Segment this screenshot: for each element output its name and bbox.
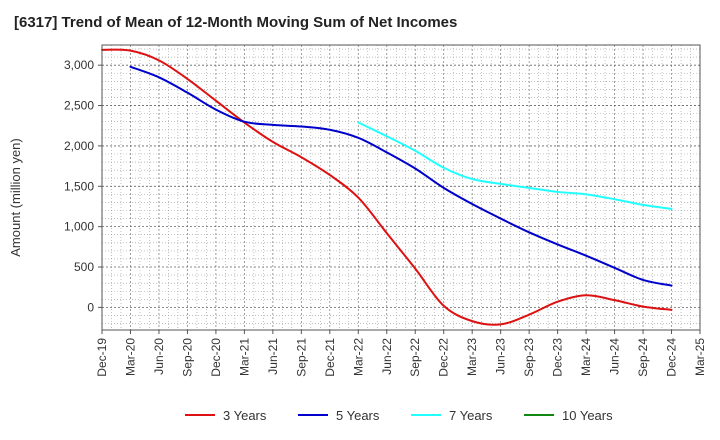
x-tick-label: Jun-23 <box>494 338 508 375</box>
x-axis-ticks: Dec-19 Mar-20 Jun-20 Sep-20 Dec-20 Mar-21 Jun-… <box>95 330 707 377</box>
series-line-7-years <box>357 121 673 210</box>
x-tick-label: Dec-23 <box>551 338 565 377</box>
plot-frame <box>101 44 701 331</box>
series-line-5-years <box>129 65 673 287</box>
x-tick-label: Jun-22 <box>380 338 394 375</box>
y-tick-label: 1,500 <box>64 179 94 193</box>
legend-label-10-years: 10 Years <box>562 408 613 423</box>
y-tick-label: 2,500 <box>64 99 94 113</box>
series-lines <box>101 48 673 326</box>
x-tick-label: Mar-24 <box>579 338 593 376</box>
x-tick-label: Dec-19 <box>95 338 109 377</box>
x-tick-label: Mar-23 <box>465 338 479 376</box>
y-axis-ticks: 0 500 1,000 1,500 2,000 2,500 3,000 <box>64 58 102 314</box>
plot-area <box>102 45 700 330</box>
legend-label-7-years: 7 Years <box>449 408 493 423</box>
y-tick-label: 2,000 <box>64 139 94 153</box>
x-tick-label: Sep-23 <box>522 338 536 377</box>
x-tick-label: Mar-20 <box>123 338 137 376</box>
x-tick-label: Jun-20 <box>152 338 166 375</box>
x-tick-label: Mar-25 <box>693 338 707 376</box>
x-tick-label: Sep-22 <box>408 338 422 377</box>
x-tick-label: Dec-21 <box>323 338 337 377</box>
y-tick-label: 1,000 <box>64 220 94 234</box>
legend-label-3-years: 3 Years <box>223 408 267 423</box>
x-tick-label: Sep-20 <box>180 338 194 377</box>
x-tick-label: Dec-24 <box>665 338 679 377</box>
x-tick-label: Sep-24 <box>636 338 650 377</box>
y-tick-label: 500 <box>74 260 94 274</box>
x-tick-label: Dec-20 <box>209 338 223 377</box>
x-tick-label: Mar-22 <box>351 338 365 376</box>
x-tick-label: Sep-21 <box>294 338 308 377</box>
x-tick-label: Dec-22 <box>437 338 451 377</box>
x-tick-label: Mar-21 <box>237 338 251 376</box>
y-tick-label: 0 <box>87 300 94 314</box>
y-tick-label: 3,000 <box>64 58 94 72</box>
legend-label-5-years: 5 Years <box>336 408 380 423</box>
chart-title: [6317] Trend of Mean of 12-Month Moving … <box>14 14 458 31</box>
x-tick-label: Jun-21 <box>266 338 280 375</box>
y-axis-label: Amount (million yen) <box>8 138 23 257</box>
series-line-3-years <box>101 48 673 326</box>
x-tick-label: Jun-24 <box>608 338 622 375</box>
legend: 3 Years 5 Years 7 Years 10 Years <box>185 408 613 423</box>
